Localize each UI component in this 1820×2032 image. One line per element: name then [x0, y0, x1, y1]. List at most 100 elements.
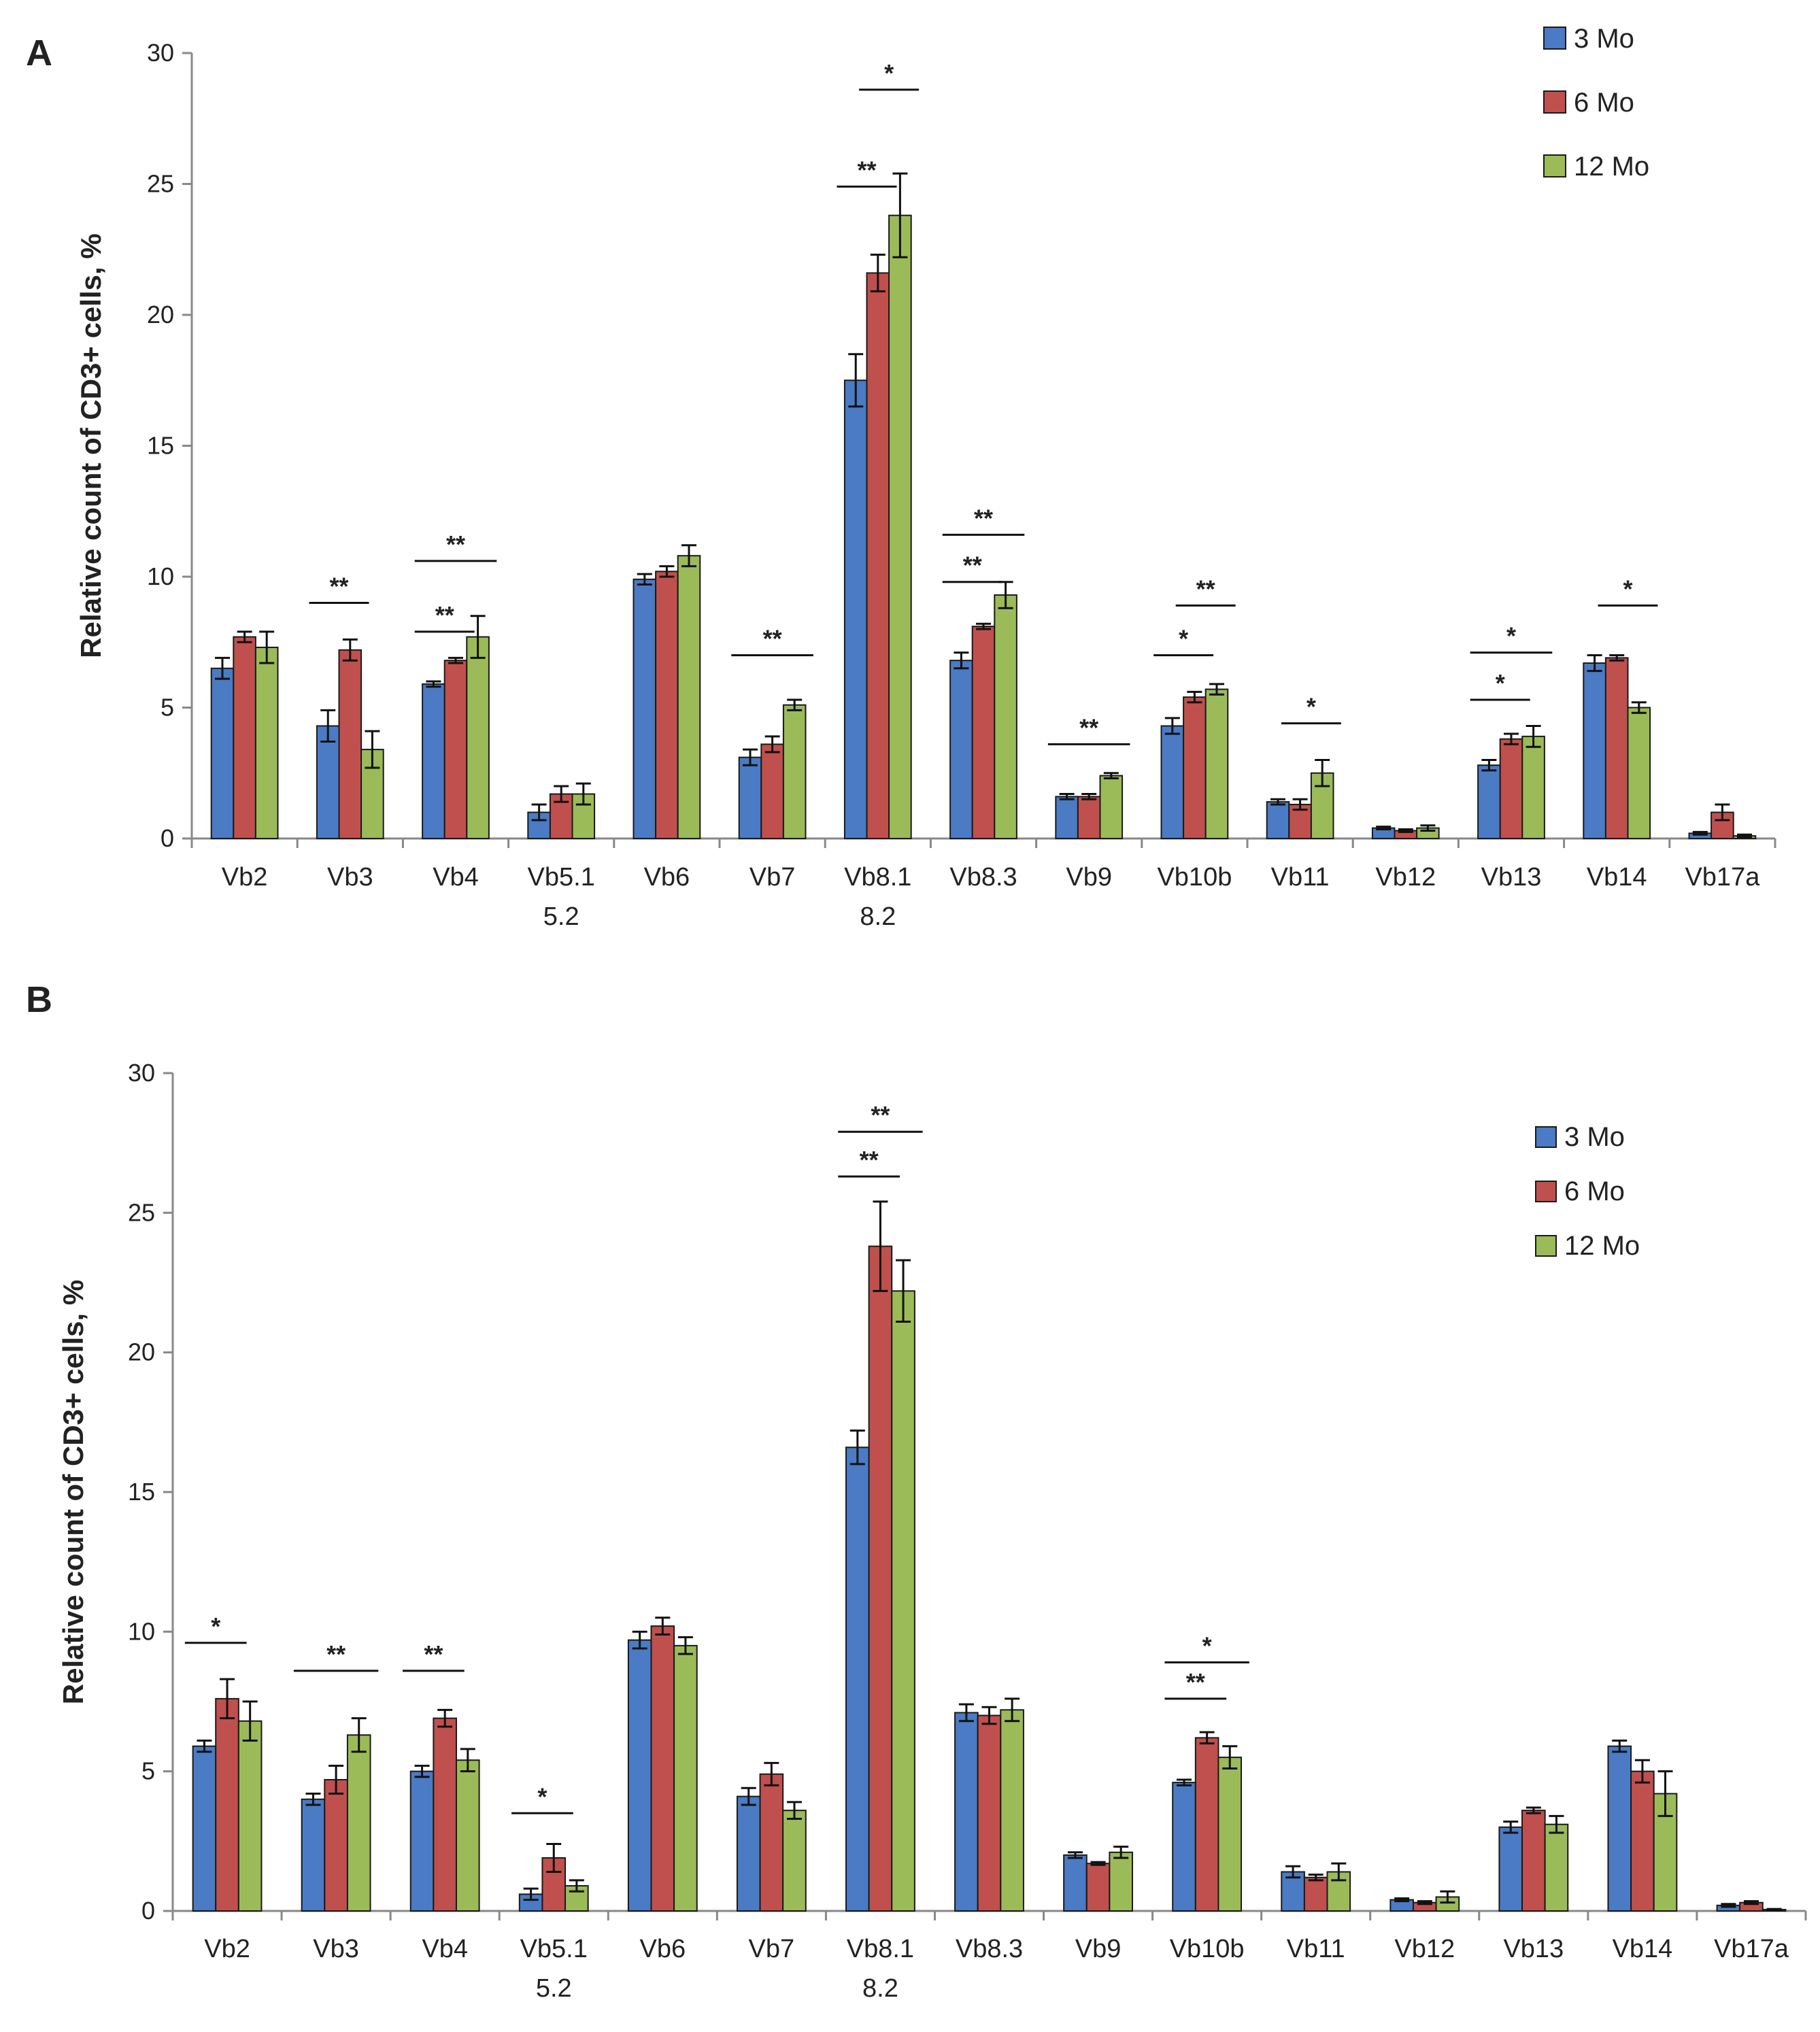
significance-label: *	[884, 59, 894, 87]
bar-6mo	[650, 1625, 675, 1912]
category-label: Vb12	[1375, 863, 1436, 892]
bar-6mo	[233, 636, 256, 839]
bar-12mo	[1627, 707, 1651, 839]
category-label: Vb17a	[1714, 1935, 1789, 1963]
significance-label: **	[857, 156, 876, 184]
bar-12mo	[782, 704, 807, 840]
category-label: Vb4	[433, 863, 479, 892]
significance-label: **	[974, 504, 993, 532]
legend-swatch	[1543, 27, 1566, 50]
bar-6mo	[1521, 1810, 1546, 1912]
bar-12mo	[891, 1290, 915, 1912]
significance-label: *	[1307, 693, 1316, 721]
bar-6mo	[433, 1717, 457, 1912]
bar-12mo	[1000, 1709, 1024, 1912]
category-label: Vb10b	[1170, 1935, 1245, 1963]
legend-label: 12 Mo	[1564, 1231, 1640, 1261]
legend-label: 3 Mo	[1574, 24, 1634, 54]
bar-3mo	[954, 1712, 979, 1912]
bar-6mo	[759, 1773, 784, 1912]
significance-label: *	[537, 1782, 547, 1810]
bar-6mo	[1183, 696, 1207, 839]
category-label: Vb13	[1481, 863, 1542, 892]
category-label: Vb8.3	[949, 863, 1017, 892]
legend-label: 6 Mo	[1574, 88, 1634, 118]
panel-letter: B	[26, 979, 52, 1020]
significance-label: **	[860, 1146, 879, 1174]
legend-swatch	[1543, 90, 1566, 114]
bar-12mo	[466, 636, 490, 839]
bar-12mo	[360, 749, 384, 839]
bar-12mo	[782, 1810, 807, 1912]
y-tick-label: 25	[147, 170, 174, 198]
category-label: Vb3	[313, 1935, 359, 1963]
significance-label: **	[435, 601, 454, 629]
legend-swatch	[1535, 1181, 1557, 1202]
bar-3mo	[210, 667, 235, 839]
bar-3mo	[316, 725, 340, 839]
bar-12mo	[237, 1720, 263, 1912]
bar-3mo	[633, 578, 657, 839]
bar-12mo	[254, 646, 279, 839]
chart-panel-b: B 0 5 10 15 20 25 30 Relative count of CD3+ cell…	[26, 979, 1807, 2003]
category-label: Vb9	[1075, 1935, 1122, 1963]
category-label: 5.2	[536, 1974, 572, 2003]
category-label: Vb11	[1287, 1935, 1345, 1963]
bar-12mo	[1217, 1757, 1243, 1912]
bar-6mo	[1604, 657, 1629, 839]
category-label: Vb2	[222, 863, 268, 892]
significance-label: **	[1196, 575, 1215, 603]
category-label: 8.2	[862, 1974, 898, 2003]
category-label: Vb14	[1613, 1935, 1673, 1963]
bar-3mo	[1498, 1826, 1523, 1912]
y-tick-label: 0	[161, 824, 174, 852]
category-label: Vb4	[422, 1935, 468, 1963]
y-tick-label: 30	[147, 39, 174, 67]
category-label: Vb10b	[1157, 863, 1232, 892]
bar-3mo	[843, 379, 868, 839]
bar-12mo	[1544, 1823, 1569, 1912]
legend-swatch	[1535, 1235, 1557, 1257]
bar-3mo	[949, 660, 973, 839]
significance-label: *	[1506, 622, 1516, 650]
bar-12mo	[1109, 1851, 1133, 1912]
category-label: Vb5.1	[520, 1935, 588, 1963]
bar-3mo	[409, 1770, 435, 1912]
bar-6mo	[1077, 796, 1101, 840]
bar-6mo	[338, 649, 363, 839]
bar-12mo	[1099, 775, 1124, 839]
bar-12mo	[346, 1734, 371, 1912]
bar-6mo	[866, 272, 890, 839]
bar-3mo	[627, 1639, 652, 1912]
significance-label: **	[1079, 713, 1098, 741]
category-label: Vb3	[327, 863, 373, 892]
category-label: Vb7	[749, 1935, 795, 1963]
category-label: Vb9	[1066, 863, 1112, 892]
bar-12mo	[455, 1759, 480, 1912]
significance-label: **	[424, 1640, 443, 1668]
significance-label: *	[1202, 1632, 1212, 1660]
bar-3mo	[422, 683, 445, 839]
bar-3mo	[738, 756, 762, 840]
significance-label: *	[1496, 669, 1505, 697]
y-tick-label: 15	[147, 432, 174, 460]
bar-6mo	[1630, 1770, 1655, 1912]
category-label: Vb7	[749, 863, 796, 892]
y-axis-label: Relative count of CD3+ cells, %	[75, 233, 107, 658]
legend-label: 6 Mo	[1564, 1176, 1625, 1206]
significance-label: **	[763, 625, 782, 653]
y-tick-label: 15	[128, 1478, 155, 1506]
bar-6mo	[760, 743, 784, 840]
significance-label: *	[211, 1612, 220, 1640]
legend-swatch	[1535, 1126, 1557, 1148]
category-label: Vb8.1	[844, 863, 911, 892]
bar-3mo	[1160, 725, 1185, 839]
bar-6mo	[655, 571, 679, 839]
bar-6mo	[868, 1245, 893, 1912]
y-axis-label: Relative count of CD3+ cells, %	[57, 1280, 89, 1704]
category-label: Vb5.1	[528, 863, 595, 892]
category-label: Vb6	[644, 863, 690, 892]
category-label: Vb17a	[1685, 863, 1760, 892]
bar-3mo	[1266, 801, 1290, 839]
